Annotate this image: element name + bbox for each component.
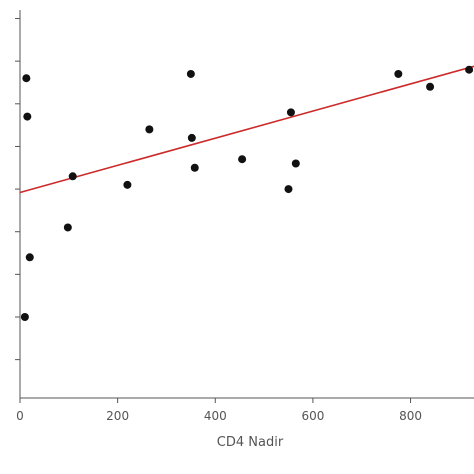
trendline-group xyxy=(19,65,474,194)
data-point xyxy=(145,125,154,134)
data-point xyxy=(465,65,474,74)
data-point xyxy=(190,163,199,172)
x-tick-label: 800 xyxy=(399,409,422,423)
data-point xyxy=(25,253,34,262)
axes: 0 200 400 600 800 xyxy=(15,10,474,423)
points-group xyxy=(20,65,474,321)
data-point xyxy=(187,133,196,142)
data-point xyxy=(20,312,29,321)
x-tick-label: 600 xyxy=(301,409,324,423)
data-point xyxy=(286,108,295,117)
data-point xyxy=(68,172,77,181)
trendline xyxy=(19,65,474,194)
data-point xyxy=(22,74,31,83)
data-point xyxy=(23,112,32,121)
x-tick-label: 200 xyxy=(106,409,129,423)
data-point xyxy=(284,185,293,194)
x-tick-label: 400 xyxy=(204,409,227,423)
data-point xyxy=(123,180,132,189)
data-point xyxy=(426,82,435,91)
data-point xyxy=(63,223,72,232)
data-point xyxy=(291,159,300,168)
data-point xyxy=(186,69,195,78)
data-point xyxy=(238,155,247,164)
x-axis-title: CD4 Nadir xyxy=(217,435,284,450)
x-tick-label: 0 xyxy=(16,409,24,423)
data-point xyxy=(394,69,403,78)
